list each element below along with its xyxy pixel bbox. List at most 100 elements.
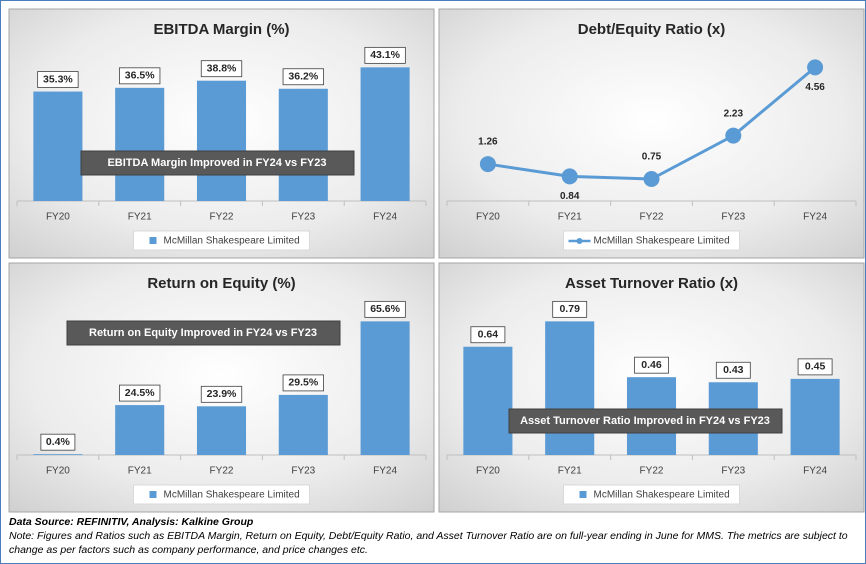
bar xyxy=(115,405,165,455)
data-label: 0.46 xyxy=(641,359,662,371)
data-label: 35.3% xyxy=(43,73,73,85)
legend-label: McMillan Shakespeare Limited xyxy=(594,236,730,247)
data-label: 36.5% xyxy=(125,70,155,82)
x-tick-label: FY23 xyxy=(291,466,315,477)
data-label: 36.2% xyxy=(288,71,318,83)
x-tick-label: FY20 xyxy=(46,466,70,477)
data-label-box xyxy=(200,60,243,78)
bar xyxy=(33,454,83,455)
annotation: Return on Equity Improved in FY24 vs FY2… xyxy=(89,327,317,339)
annotation-box xyxy=(80,150,355,176)
data-label-box xyxy=(364,300,406,318)
data-label: 43.1% xyxy=(370,49,400,61)
point xyxy=(561,168,578,185)
legend-box xyxy=(133,230,310,251)
data-label-box xyxy=(119,67,161,85)
chart-title: Return on Equity (%) xyxy=(147,275,295,292)
chart-title: EBITDA Margin (%) xyxy=(153,21,289,38)
legend-marker xyxy=(576,238,583,244)
bar xyxy=(115,87,165,201)
data-label: 0.43 xyxy=(723,364,744,376)
chart-title: Asset Turnover Ratio (x) xyxy=(565,275,738,292)
data-label-box xyxy=(282,68,324,86)
bar xyxy=(196,406,247,455)
data-label-box xyxy=(119,384,161,402)
x-tick-label: FY24 xyxy=(803,212,827,223)
data-label-box xyxy=(40,433,76,451)
data-label: 4.56 xyxy=(805,82,825,93)
source: Data Source: REFINITIV, Analysis: Kalkin… xyxy=(9,516,254,528)
data-label: 0.79 xyxy=(559,303,580,315)
data-label: 1.26 xyxy=(478,137,498,148)
x-tick-label: FY22 xyxy=(640,466,664,477)
annotation: Asset Turnover Ratio Improved in FY24 vs… xyxy=(520,415,770,427)
footer: Data Source: REFINITIV, Analysis: Kalkin… xyxy=(9,515,854,557)
point xyxy=(479,156,496,173)
x-tick-label: FY22 xyxy=(640,212,664,223)
x-tick-label: FY20 xyxy=(476,212,500,223)
legend-swatch xyxy=(579,491,587,498)
data-label-box xyxy=(797,358,833,376)
bar xyxy=(360,321,410,455)
data-label: 0.45 xyxy=(805,361,826,373)
x-tick-label: FY21 xyxy=(558,212,582,223)
annotation: EBITDA Margin Improved in FY24 vs FY23 xyxy=(107,157,326,169)
chart-panel: Debt/Equity Ratio (x) FY20 FY21 FY22 FY23 FY2… xyxy=(438,8,865,259)
data-label: 0.4% xyxy=(46,436,71,448)
legend-box xyxy=(133,484,310,505)
bar xyxy=(790,378,840,455)
charts: EBITDA Margin (%) FY20 FY21 FY22 FY23 FY24 35.… xyxy=(8,8,865,513)
x-tick-label: FY24 xyxy=(803,466,827,477)
data-label-box xyxy=(715,361,751,379)
x-tick-label: FY22 xyxy=(210,212,234,223)
point xyxy=(807,59,824,76)
x-tick-label: FY21 xyxy=(128,212,152,223)
legend-label: McMillan Shakespeare Limited xyxy=(594,490,730,501)
bar xyxy=(278,394,328,455)
chart-panel: EBITDA Margin (%) FY20 FY21 FY22 FY23 FY24 35.… xyxy=(8,8,435,259)
point xyxy=(643,171,660,188)
note: Note: Figures and Ratios such as EBITDA … xyxy=(9,530,848,556)
data-label: 0.84 xyxy=(560,191,580,202)
legend-swatch xyxy=(149,237,157,244)
data-label-box xyxy=(470,326,506,344)
panel-background xyxy=(438,8,865,259)
data-label: 2.23 xyxy=(724,108,744,119)
annotation-box xyxy=(508,408,783,434)
bar xyxy=(360,67,410,201)
data-label: 38.8% xyxy=(207,62,237,74)
legend-label: McMillan Shakespeare Limited xyxy=(164,490,300,501)
data-label: 0.75 xyxy=(642,152,662,163)
data-label-box xyxy=(282,374,324,392)
x-tick-label: FY23 xyxy=(721,212,745,223)
data-label: 24.5% xyxy=(125,387,155,399)
chart-panel: Asset Turnover Ratio (x) FY20 FY21 FY22 FY23… xyxy=(438,262,865,513)
x-tick-label: FY21 xyxy=(128,466,152,477)
bar xyxy=(33,91,83,201)
data-label-box xyxy=(364,46,406,64)
data-label: 29.5% xyxy=(288,377,318,389)
data-label-box xyxy=(37,71,79,88)
data-label-box xyxy=(200,385,243,403)
bar xyxy=(545,321,595,455)
x-tick-label: FY23 xyxy=(291,212,315,223)
legend-box xyxy=(563,484,740,505)
x-tick-label: FY24 xyxy=(373,212,397,223)
x-tick-label: FY23 xyxy=(721,466,745,477)
bar xyxy=(278,88,328,201)
bar xyxy=(463,346,513,455)
x-tick-label: FY22 xyxy=(210,466,234,477)
point xyxy=(725,127,742,144)
chart-panel: Return on Equity (%) FY20 FY21 FY22 FY23 FY24… xyxy=(8,262,435,513)
legend-swatch xyxy=(149,491,157,498)
data-label: 0.64 xyxy=(478,329,499,341)
x-tick-label: FY20 xyxy=(476,466,500,477)
x-tick-label: FY20 xyxy=(46,212,70,223)
legend-label: McMillan Shakespeare Limited xyxy=(164,236,300,247)
data-label-box xyxy=(634,356,669,374)
data-label: 65.6% xyxy=(370,303,400,315)
annotation-box xyxy=(66,320,341,346)
chart-title: Debt/Equity Ratio (x) xyxy=(578,21,726,38)
x-tick-label: FY24 xyxy=(373,466,397,477)
